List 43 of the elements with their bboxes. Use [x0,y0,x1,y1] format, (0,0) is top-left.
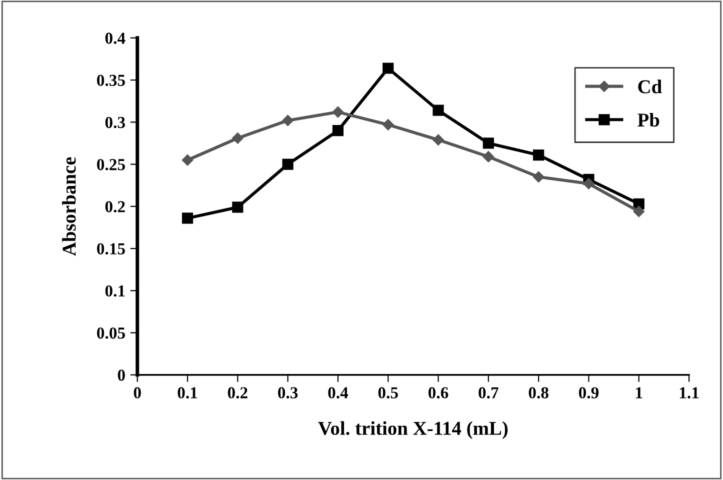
x-tick-label: 0.5 [378,387,398,398]
point [182,212,194,224]
point [282,114,294,126]
y-tick-label: 0 [118,370,125,381]
y-tick-label: 0.3 [105,116,125,128]
x-tick-label: 0.2 [228,387,248,398]
x-axis-title: Vol. trition X-114 (mL) [318,421,508,439]
y-tick-label: 0.35 [97,74,125,86]
y-tick-label: 0.05 [97,327,125,339]
point [332,106,344,118]
point [282,158,294,170]
point [432,104,444,116]
x-tick-label: 0 [134,387,141,398]
point [533,149,544,161]
point [532,171,544,183]
y-tick-label: 0.1 [105,285,125,297]
x-tick-label: 0.8 [528,387,548,398]
point [583,178,594,190]
point [482,138,494,149]
y-tick-label: 0.25 [97,158,125,170]
point [332,125,344,136]
legend-label: Pb [638,112,660,127]
y-tick-label: 0.15 [97,243,125,255]
y-tick-label: 0.4 [105,32,126,44]
y-axis-title: Absorbance [62,157,76,256]
point [432,134,444,146]
point [232,132,244,144]
point [382,62,394,74]
x-tick-label: 1 [636,387,642,398]
point [182,154,194,166]
point [633,206,644,218]
x-tick-label: 0.7 [478,387,498,398]
x-tick-label: 1.1 [680,387,699,398]
x-tick-label: 0.6 [428,387,448,398]
legend-label: Cd [638,80,662,94]
point [382,119,394,130]
point [482,151,494,162]
point [232,202,244,213]
y-tick-label: 0.2 [105,201,125,212]
x-tick-label: 0.1 [178,387,198,398]
x-tick-label: 0.3 [278,387,298,398]
x-tick-label: 0.9 [578,387,599,398]
x-tick-label: 0.4 [328,387,348,398]
